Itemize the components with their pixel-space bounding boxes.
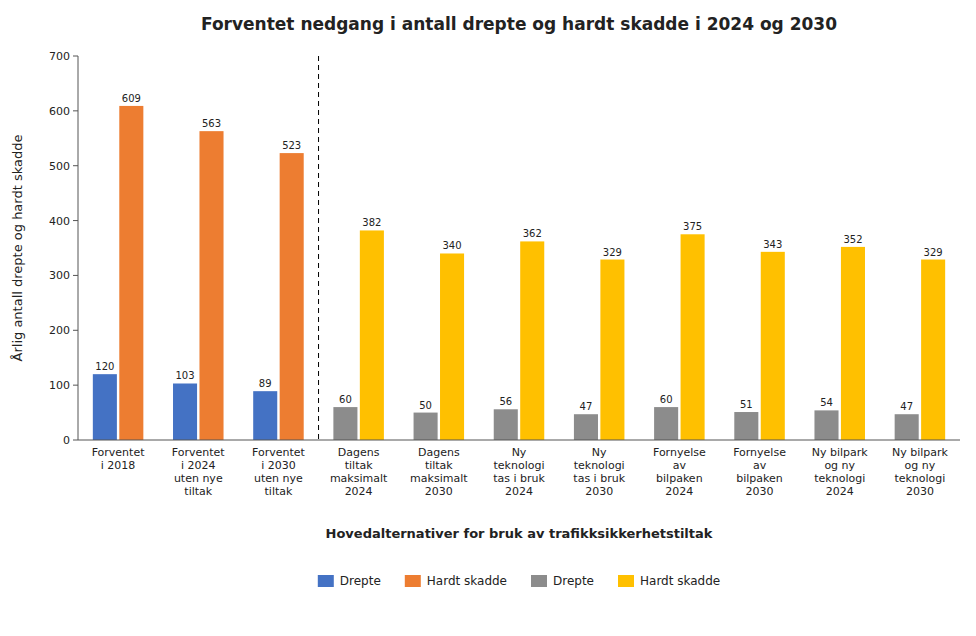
bar bbox=[93, 374, 117, 440]
y-tick-label: 0 bbox=[63, 434, 70, 447]
bar bbox=[814, 410, 838, 440]
y-tick bbox=[73, 110, 78, 111]
x-tick-label: Dagenstiltakmaksimalt2024 bbox=[330, 446, 388, 498]
data-label: 563 bbox=[202, 118, 221, 129]
bar bbox=[494, 409, 518, 440]
legend: Drepte Hardt skadde Drepte Hardt skadde bbox=[318, 574, 720, 588]
data-label: 343 bbox=[763, 239, 782, 250]
y-axis-line bbox=[78, 56, 79, 440]
bar bbox=[173, 383, 197, 440]
data-label: 609 bbox=[122, 93, 141, 104]
bar bbox=[761, 252, 785, 440]
y-axis-label: Årlig antall drepte og hardt skadde bbox=[10, 135, 25, 362]
data-label: 120 bbox=[95, 361, 114, 372]
bar bbox=[841, 247, 865, 440]
y-tick bbox=[73, 330, 78, 331]
legend-item: Hardt skadde bbox=[405, 574, 507, 588]
data-label: 47 bbox=[900, 401, 913, 412]
bar bbox=[360, 230, 384, 440]
data-labels: 120 609 103 563 89 523 60 382 50 340 56 362 47 329 60 3… bbox=[95, 93, 942, 412]
legend-label: Drepte bbox=[340, 574, 381, 588]
x-tick-label: Nyteknologitas i bruk2030 bbox=[573, 446, 625, 498]
data-label: 60 bbox=[339, 394, 352, 405]
data-label: 47 bbox=[580, 401, 593, 412]
bar bbox=[280, 153, 304, 440]
x-tick-label: Forventeti 2024uten nyetiltak bbox=[172, 446, 226, 498]
x-tick-label: Forventeti 2018 bbox=[92, 446, 146, 472]
x-axis-line bbox=[78, 440, 960, 441]
y-tick-label: 100 bbox=[49, 379, 70, 392]
y-tick-label: 600 bbox=[49, 105, 70, 118]
legend-swatch bbox=[618, 575, 634, 587]
y-tick bbox=[73, 275, 78, 276]
x-tick-label: Forventeti 2030uten nyetiltak bbox=[252, 446, 306, 498]
bar bbox=[253, 391, 277, 440]
x-tick-label: Dagenstiltakmaksimalt2030 bbox=[410, 446, 468, 498]
y-tick-label: 500 bbox=[49, 160, 70, 173]
data-label: 382 bbox=[362, 217, 381, 228]
data-label: 51 bbox=[740, 399, 753, 410]
legend-swatch bbox=[405, 575, 421, 587]
data-label: 103 bbox=[175, 370, 194, 381]
legend-swatch bbox=[531, 575, 547, 587]
legend-label: Drepte bbox=[553, 574, 594, 588]
y-tick-label: 300 bbox=[49, 269, 70, 282]
x-axis-label: Hovedalternativer for bruk av trafikksik… bbox=[326, 526, 713, 541]
legend-swatch bbox=[318, 575, 334, 587]
bar bbox=[681, 234, 705, 440]
y-tick bbox=[73, 165, 78, 166]
y-tick-label: 200 bbox=[49, 324, 70, 337]
legend-item: Drepte bbox=[318, 574, 381, 588]
chart: Forventet nedgang i antall drepte og har… bbox=[0, 0, 976, 636]
bar bbox=[574, 414, 598, 440]
legend-label: Hardt skadde bbox=[427, 574, 507, 588]
bar bbox=[921, 260, 945, 440]
data-label: 56 bbox=[499, 396, 512, 407]
bar bbox=[199, 131, 223, 440]
bar bbox=[414, 413, 438, 440]
data-label: 329 bbox=[924, 247, 943, 258]
bar bbox=[600, 260, 624, 440]
bars bbox=[93, 106, 945, 440]
y-tick bbox=[73, 220, 78, 221]
data-label: 54 bbox=[820, 397, 833, 408]
title: Forventet nedgang i antall drepte og har… bbox=[201, 14, 837, 34]
data-label: 89 bbox=[259, 378, 272, 389]
x-tick-label: Nyteknologitas i bruk2024 bbox=[493, 446, 545, 498]
y-tick bbox=[73, 56, 78, 57]
y-tick bbox=[73, 385, 78, 386]
x-tick-label: Fornyelseavbilpaken2024 bbox=[653, 446, 706, 498]
y-tick bbox=[73, 440, 78, 441]
data-label: 60 bbox=[660, 394, 673, 405]
y-tick-label: 700 bbox=[49, 50, 70, 63]
bar bbox=[520, 241, 544, 440]
bar bbox=[440, 253, 464, 440]
legend-item: Drepte bbox=[531, 574, 594, 588]
separator bbox=[318, 56, 319, 440]
data-label: 362 bbox=[523, 228, 542, 239]
y-tick-label: 400 bbox=[49, 215, 70, 228]
x-tick-label: Fornyelseavbilpaken2030 bbox=[733, 446, 786, 498]
x-tick-label: Ny bilparkog nyteknologi2030 bbox=[892, 446, 949, 498]
x-tick-label: Ny bilparkog nyteknologi2024 bbox=[812, 446, 869, 498]
bar bbox=[333, 407, 357, 440]
legend-item: Hardt skadde bbox=[618, 574, 720, 588]
data-label: 375 bbox=[683, 221, 702, 232]
data-label: 523 bbox=[282, 140, 301, 151]
bar bbox=[654, 407, 678, 440]
bar bbox=[895, 414, 919, 440]
bar bbox=[119, 106, 143, 440]
bar bbox=[734, 412, 758, 440]
data-label: 329 bbox=[603, 247, 622, 258]
legend-label: Hardt skadde bbox=[640, 574, 720, 588]
data-label: 50 bbox=[419, 400, 432, 411]
data-label: 352 bbox=[843, 234, 862, 245]
data-label: 340 bbox=[443, 240, 462, 251]
